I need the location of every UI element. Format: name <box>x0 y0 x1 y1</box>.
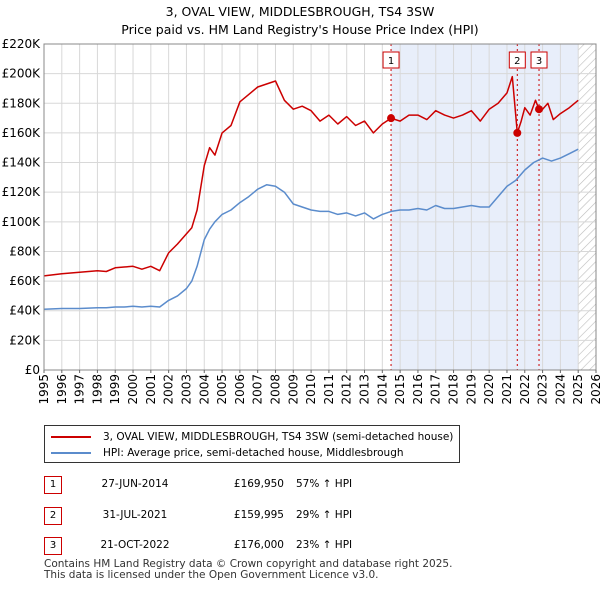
x-tick-label: 2015 <box>393 374 407 405</box>
y-tick-label: £180K <box>2 96 42 110</box>
marker-label-box <box>530 51 548 69</box>
x-tick-label: 2022 <box>518 374 532 405</box>
sale-point <box>513 128 522 137</box>
x-tick-label: 2016 <box>411 374 425 405</box>
x-tick-label: 2009 <box>286 374 300 405</box>
price-chart: 1 2 3 £0 £20K £40K £60K £80K £100K £120K £140K £16… <box>2 37 600 405</box>
x-tick-label: 2012 <box>340 374 354 405</box>
x-tick-label: 2023 <box>536 374 550 405</box>
y-tick-label: £100K <box>2 215 42 229</box>
transaction-date: 31-JUL-2021 <box>102 509 168 521</box>
chart-subtitle: Price paid vs. HM Land Registry's House … <box>121 22 479 37</box>
y-tick-label: £200K <box>2 67 42 81</box>
sale-point <box>535 105 544 114</box>
x-tick-label: 2025 <box>571 374 585 405</box>
y-tick-label: £40K <box>9 304 41 318</box>
table-row: 1 27-JUN-2014 £169,950 57% ↑ HPI <box>44 476 464 496</box>
x-tick-label: 2024 <box>553 374 567 405</box>
legend-item-hpi: HPI: Average price, semi-detached house,… <box>51 446 404 460</box>
x-tick-label: 2020 <box>482 374 496 405</box>
y-tick-label: £0 <box>25 363 40 377</box>
x-tick-label: 2000 <box>126 374 140 405</box>
marker-label: 3 <box>536 56 542 67</box>
plot-frame <box>43 43 597 371</box>
x-tick-label: 2007 <box>251 374 265 405</box>
x-tick-label: 2006 <box>233 374 247 405</box>
chart-legend: 3, OVAL VIEW, MIDDLESBROUGH, TS4 3SW (se… <box>44 425 460 463</box>
x-tick-label: 2002 <box>162 374 176 405</box>
transaction-price: £176,000 <box>233 539 284 551</box>
x-tick-label: 2003 <box>179 374 193 405</box>
x-tick-label: 1995 <box>37 374 51 405</box>
legend-label-property: 3, OVAL VIEW, MIDDLESBROUGH, TS4 3SW (se… <box>103 431 454 443</box>
marker-label-box <box>508 51 526 69</box>
transaction-hpi: 23% ↑ HPI <box>296 539 353 551</box>
y-tick-label: £160K <box>2 126 42 140</box>
hpi-line <box>43 148 579 310</box>
x-tick-label: 2005 <box>215 374 229 405</box>
footer-licence: This data is licensed under the Open Gov… <box>44 569 379 581</box>
x-tick-label: 2014 <box>375 374 389 405</box>
footer: Contains HM Land Registry data © Crown c… <box>44 559 452 581</box>
footer-copyright: Contains HM Land Registry data © Crown c… <box>44 558 453 570</box>
transaction-number: 2 <box>44 507 62 525</box>
y-tick-label: £80K <box>9 244 41 258</box>
x-tick-label: 2011 <box>322 374 336 405</box>
legend-item-property: 3, OVAL VIEW, MIDDLESBROUGH, TS4 3SW (se… <box>51 430 453 444</box>
transaction-hpi: 57% ↑ HPI <box>296 478 353 490</box>
x-tick-label: 2021 <box>500 374 514 405</box>
x-tick-label: 2018 <box>447 374 461 405</box>
transaction-hpi: 29% ↑ HPI <box>296 509 353 521</box>
x-tick-label: 1997 <box>73 374 87 405</box>
x-tick-label: 1996 <box>55 374 69 405</box>
forecast-hatch-region <box>578 44 596 370</box>
y-tick-label: £20K <box>9 333 41 347</box>
transaction-date: 27-JUN-2014 <box>101 478 169 490</box>
y-tick-label: £120K <box>2 185 42 199</box>
table-row: 3 21-OCT-2022 £176,000 23% ↑ HPI <box>44 537 464 557</box>
y-tick-label: £220K <box>2 37 42 51</box>
x-tick-label: 2001 <box>144 374 158 405</box>
property-price-line <box>43 75 579 277</box>
marker-label: 2 <box>514 56 520 67</box>
marker-label-box <box>382 51 400 69</box>
x-tick-label: 2008 <box>268 374 282 405</box>
y-tick-label: £60K <box>9 274 41 288</box>
x-tick-label: 2026 <box>589 374 600 405</box>
x-tick-label: 2019 <box>464 374 478 405</box>
y-tick-label: £140K <box>2 156 42 170</box>
chart-title: 3, OVAL VIEW, MIDDLESBROUGH, TS4 3SW <box>165 4 435 19</box>
x-tick-label: 2010 <box>304 374 318 405</box>
transaction-price: £159,995 <box>233 509 284 521</box>
x-tick-label: 1999 <box>108 374 122 405</box>
x-tick-label: 1998 <box>90 374 104 405</box>
x-tick-label: 2004 <box>197 374 211 405</box>
x-tick-label: 2013 <box>358 374 372 405</box>
transaction-number: 1 <box>44 476 62 494</box>
legend-swatch-property <box>51 436 91 438</box>
sale-point <box>387 114 396 123</box>
table-row: 2 31-JUL-2021 £159,995 29% ↑ HPI <box>44 507 464 527</box>
marker-label: 1 <box>388 56 394 67</box>
legend-swatch-hpi <box>51 452 91 454</box>
transaction-number: 3 <box>44 537 62 555</box>
transaction-price: £169,950 <box>233 478 284 490</box>
legend-label-hpi: HPI: Average price, semi-detached house,… <box>103 447 404 459</box>
x-tick-label: 2017 <box>429 374 443 405</box>
transaction-date: 21-OCT-2022 <box>100 539 170 551</box>
